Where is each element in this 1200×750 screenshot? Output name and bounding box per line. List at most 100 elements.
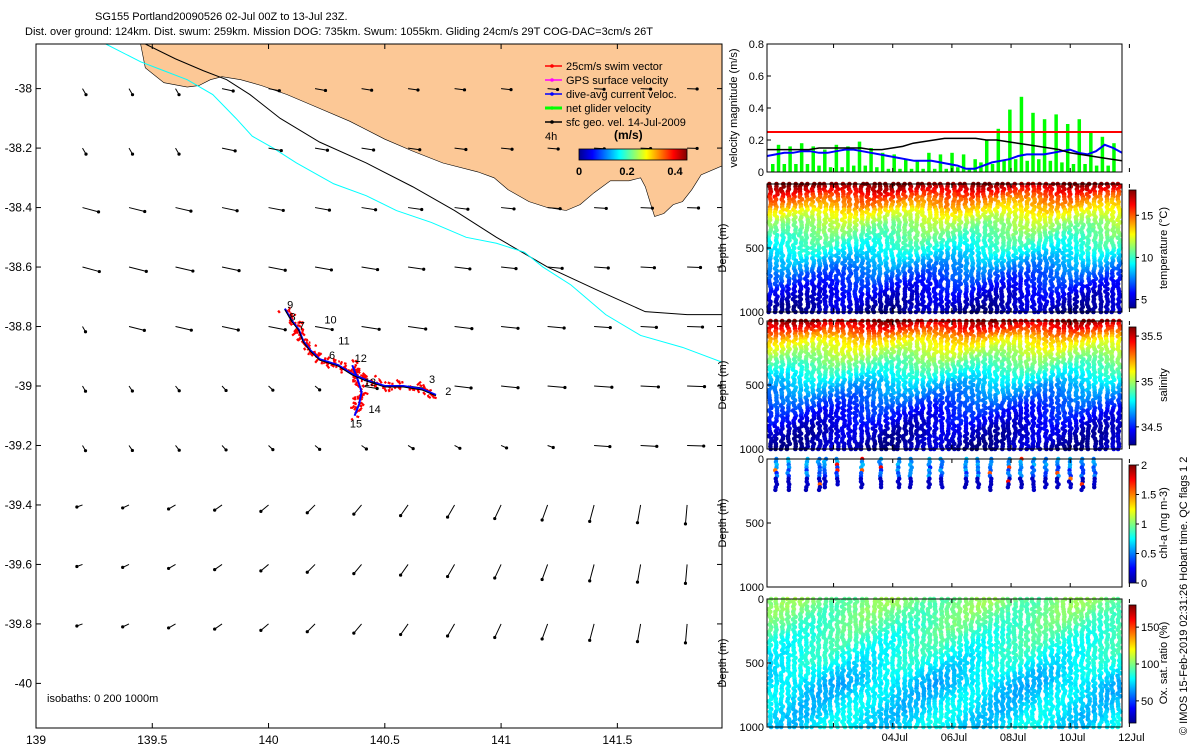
geo-arrow-head bbox=[352, 631, 356, 635]
geo-arrow bbox=[541, 564, 549, 580]
swim-vector bbox=[378, 377, 381, 381]
geo-arrow-head bbox=[635, 580, 640, 584]
geo-arrow-head bbox=[464, 147, 468, 152]
swim-vector bbox=[344, 364, 348, 368]
geo-arrow-head bbox=[493, 516, 497, 521]
geostrophic-arrows bbox=[75, 87, 707, 645]
map-axes: 139 139.5 140 140.5 141 141.5-38-38.2-38.4-38… bbox=[5, 44, 722, 747]
swim-vector bbox=[365, 382, 369, 386]
net-velocity-bar bbox=[996, 128, 1001, 172]
swim-vector bbox=[340, 370, 343, 374]
geo-arrow-head bbox=[702, 444, 706, 448]
geo-arrow bbox=[447, 564, 456, 577]
swim-vector bbox=[296, 338, 300, 342]
geo-arrow bbox=[454, 207, 468, 210]
isobath-200m bbox=[105, 44, 722, 363]
geo-arrow-head bbox=[259, 509, 263, 513]
geo-arrow-head bbox=[514, 267, 518, 271]
geo-arrow-head bbox=[635, 640, 640, 644]
geo-arrow-head bbox=[283, 328, 287, 332]
geo-arrow bbox=[494, 623, 502, 638]
colorbar-tick: 0.2 bbox=[619, 166, 634, 178]
time-scale-label: 4h bbox=[545, 131, 557, 143]
geo-arrow-head bbox=[509, 88, 513, 92]
map-ytick-label: -39.4 bbox=[5, 498, 33, 512]
net-velocity-bar bbox=[811, 146, 815, 172]
swim-vector bbox=[320, 361, 324, 365]
geo-arrow bbox=[260, 504, 269, 512]
swim-vector bbox=[357, 406, 363, 413]
swim-vector bbox=[373, 384, 378, 388]
geo-arrow bbox=[260, 564, 269, 572]
geo-arrow-head bbox=[121, 506, 125, 510]
geo-arrow bbox=[640, 326, 657, 328]
sfc-geo-line bbox=[767, 137, 1122, 162]
geo-arrow bbox=[407, 88, 419, 91]
net-velocity-bar bbox=[805, 164, 810, 172]
geo-arrow-head bbox=[516, 386, 520, 390]
swim-vector bbox=[296, 323, 302, 328]
geo-arrow-head bbox=[683, 581, 688, 585]
net-velocity-bar bbox=[846, 146, 850, 172]
geo-arrow bbox=[407, 326, 426, 330]
swim-vector bbox=[314, 344, 318, 348]
geo-arrow-head bbox=[635, 521, 640, 525]
geo-arrow bbox=[541, 623, 549, 640]
net-velocity-bar bbox=[944, 168, 948, 172]
geo-arrow-head bbox=[445, 574, 450, 579]
geo-arrow bbox=[684, 564, 688, 584]
geo-arrow-head bbox=[271, 448, 275, 452]
geo-arrow-head bbox=[608, 444, 612, 449]
geo-arrow-head bbox=[130, 93, 135, 97]
swim-vector bbox=[293, 327, 298, 333]
geo-arrow bbox=[687, 444, 704, 447]
geo-arrow bbox=[589, 504, 595, 522]
velocity-plot bbox=[767, 96, 1122, 172]
geo-arrow-head bbox=[375, 386, 379, 391]
geo-arrow bbox=[454, 147, 466, 150]
geo-arrow bbox=[361, 207, 376, 211]
swim-vector bbox=[398, 381, 402, 385]
geo-arrow-head bbox=[189, 328, 193, 332]
geo-arrow-head bbox=[656, 385, 660, 389]
geo-arrow-head bbox=[213, 508, 217, 512]
net-velocity-bar bbox=[904, 159, 908, 172]
geo-arrow-head bbox=[233, 149, 237, 153]
map-xtick-label: 139.5 bbox=[137, 733, 167, 747]
colorbar-tick: 0.4 bbox=[667, 166, 683, 178]
legend-label: GPS surface velocity bbox=[566, 75, 669, 87]
map-xtick-label: 140.5 bbox=[370, 733, 400, 747]
track-label: 6 bbox=[329, 350, 335, 362]
geo-arrow-head bbox=[318, 447, 322, 451]
legend-swatch-head bbox=[550, 106, 554, 110]
net-velocity-bar bbox=[956, 167, 960, 172]
geo-arrow-head bbox=[695, 146, 699, 151]
net-velocity-bar bbox=[828, 167, 833, 172]
geo-arrow-head bbox=[84, 93, 88, 97]
geo-arrow-head bbox=[364, 447, 369, 451]
swim-vector bbox=[373, 374, 378, 378]
geo-arrow-head bbox=[610, 385, 614, 389]
geo-arrow bbox=[547, 147, 559, 150]
geo-arrow bbox=[636, 564, 642, 583]
geo-arrow-head bbox=[588, 519, 592, 523]
geo-arrow-head bbox=[604, 206, 608, 211]
net-velocity-bar bbox=[817, 165, 821, 172]
geo-arrow bbox=[687, 385, 705, 388]
geo-arrow-head bbox=[654, 325, 658, 329]
map-xtick-label: 139 bbox=[26, 733, 46, 747]
geo-arrow-head bbox=[224, 448, 228, 452]
legend-swatch-head bbox=[550, 92, 554, 96]
geo-arrow-head bbox=[399, 514, 403, 518]
geo-arrow-head bbox=[323, 88, 328, 93]
map-ytick-label: -38.2 bbox=[5, 141, 33, 155]
land-mass bbox=[140, 44, 722, 217]
net-velocity-bar bbox=[1077, 119, 1082, 172]
geo-arrow bbox=[268, 326, 286, 331]
geo-arrow bbox=[353, 623, 362, 634]
geo-arrow bbox=[594, 385, 612, 388]
geo-arrow-head bbox=[166, 507, 171, 511]
geo-arrow bbox=[128, 326, 145, 331]
